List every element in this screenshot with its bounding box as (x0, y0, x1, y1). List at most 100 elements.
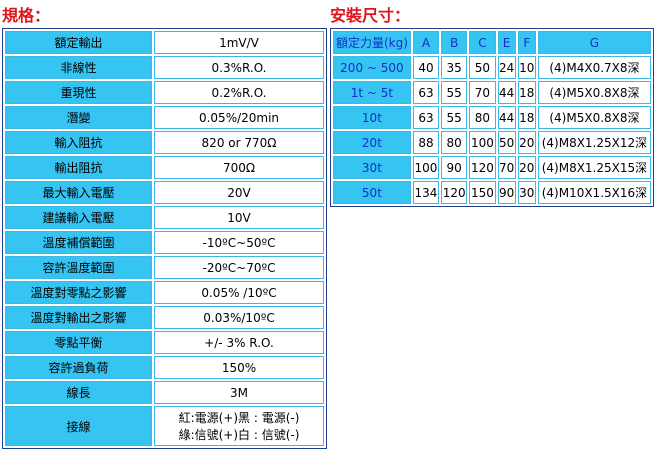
spec-row: 重現性 0.2%R.O. (5, 81, 324, 104)
spec-value: -10ºC~50ºC (154, 231, 324, 254)
size-row: 10t 63 55 80 44 18 (4)M5X0.8X8深 (333, 106, 651, 129)
spec-label: 溫度對輸出之影響 (5, 306, 152, 329)
size-cell: 50 (497, 131, 516, 154)
size-cell: 63 (412, 106, 440, 129)
size-cell: 134 (412, 181, 440, 204)
spec-row: 溫度補償範圍 -10ºC~50ºC (5, 231, 324, 254)
size-cell: 90 (441, 156, 468, 179)
spec-table: 額定輸出 1mV/V 非線性 0.3%R.O. 重現性 0.2%R.O. 潛變 0.05%/2… (2, 28, 327, 449)
size-cell: (4)M8X1.25X12深 (537, 131, 651, 154)
spec-label: 溫度補償範圍 (5, 231, 152, 254)
size-cell: 40 (412, 56, 440, 79)
size-cell: 120 (441, 181, 468, 204)
size-title: 安裝尺寸： (330, 6, 411, 25)
spec-value: 0.05%/20min (154, 106, 324, 129)
capacity-cell: 1t ~ 5t (333, 81, 411, 104)
spec-row: 溫度對零點之影響 0.05% /10ºC (5, 281, 324, 304)
size-cell: 55 (441, 81, 468, 104)
spec-label: 容許過負荷 (5, 356, 152, 379)
spec-value: 820 or 770Ω (154, 131, 324, 154)
spec-row: 溫度對輸出之影響 0.03%/10ºC (5, 306, 324, 329)
spec-row: 額定輸出 1mV/V (5, 31, 324, 54)
size-cell: 100 (412, 156, 440, 179)
size-cell: 18 (517, 81, 536, 104)
spec-label: 重現性 (5, 81, 152, 104)
spec-value: 10V (154, 206, 324, 229)
size-cell: 30 (517, 181, 536, 204)
spec-label: 接線 (5, 406, 152, 446)
spec-row: 最大輸入電壓 20V (5, 181, 324, 204)
header-cell: F (517, 31, 536, 54)
size-row: 30t 100 90 120 70 20 (4)M8X1.25X15深 (333, 156, 651, 179)
size-cell: 44 (497, 106, 516, 129)
size-cell: (4)M5X0.8X8深 (537, 106, 651, 129)
capacity-cell: 20t (333, 131, 411, 154)
header-row: 額定力量(kg) A B C E F G (333, 31, 651, 54)
spec-label: 輸出阻抗 (5, 156, 152, 179)
size-cell: 20 (517, 156, 536, 179)
size-cell: 70 (469, 81, 496, 104)
spec-row: 接線 紅:電源(+)黑 : 電源(-) 綠:信號(+)白 : 信號(-) (5, 406, 324, 446)
size-cell: 10 (517, 56, 536, 79)
spec-value: 3M (154, 381, 324, 404)
spec-label: 溫度對零點之影響 (5, 281, 152, 304)
size-cell: (4)M10X1.5X16深 (537, 181, 651, 204)
spec-label: 零點平衡 (5, 331, 152, 354)
spec-value: 0.05% /10ºC (154, 281, 324, 304)
size-cell: 35 (441, 56, 468, 79)
size-cell: 80 (469, 106, 496, 129)
spec-label: 容許溫度範圍 (5, 256, 152, 279)
size-cell: 70 (497, 156, 516, 179)
spec-label: 輸入阻抗 (5, 131, 152, 154)
header-cell: B (441, 31, 468, 54)
spec-value: 700Ω (154, 156, 324, 179)
spec-value: +/- 3% R.O. (154, 331, 324, 354)
size-row: 1t ~ 5t 63 55 70 44 18 (4)M5X0.8X8深 (333, 81, 651, 104)
size-cell: 120 (469, 156, 496, 179)
spec-row: 建議輸入電壓 10V (5, 206, 324, 229)
header-cell: A (412, 31, 440, 54)
spec-label: 額定輸出 (5, 31, 152, 54)
spec-value: 20V (154, 181, 324, 204)
size-table: 額定力量(kg) A B C E F G 200 ~ 500 40 35 50 24 10 (4)M4X0… (330, 28, 654, 207)
spec-label: 建議輸入電壓 (5, 206, 152, 229)
capacity-cell: 30t (333, 156, 411, 179)
spec-row: 非線性 0.3%R.O. (5, 56, 324, 79)
header-cell: E (497, 31, 516, 54)
size-cell: 55 (441, 106, 468, 129)
size-cell: 80 (441, 131, 468, 154)
size-cell: 24 (497, 56, 516, 79)
capacity-cell: 50t (333, 181, 411, 204)
size-cell: 63 (412, 81, 440, 104)
header-cell: 額定力量(kg) (333, 31, 411, 54)
size-cell: (4)M4X0.7X8深 (537, 56, 651, 79)
size-cell: 150 (469, 181, 496, 204)
size-cell: (4)M5X0.8X8深 (537, 81, 651, 104)
spec-row: 輸入阻抗 820 or 770Ω (5, 131, 324, 154)
spec-row: 零點平衡 +/- 3% R.O. (5, 331, 324, 354)
spec-row: 容許過負荷 150% (5, 356, 324, 379)
size-cell: 50 (469, 56, 496, 79)
spec-label: 潛變 (5, 106, 152, 129)
spec-title: 規格： (2, 6, 51, 25)
spec-row: 容許溫度範圍 -20ºC~70ºC (5, 256, 324, 279)
size-cell: 88 (412, 131, 440, 154)
spec-value: 0.3%R.O. (154, 56, 324, 79)
header-cell: G (537, 31, 651, 54)
spec-label: 線長 (5, 381, 152, 404)
size-row: 20t 88 80 100 50 20 (4)M8X1.25X12深 (333, 131, 651, 154)
spec-row: 潛變 0.05%/20min (5, 106, 324, 129)
size-cell: 100 (469, 131, 496, 154)
spec-label: 最大輸入電壓 (5, 181, 152, 204)
size-cell: 90 (497, 181, 516, 204)
spec-value: -20ºC~70ºC (154, 256, 324, 279)
size-cell: 20 (517, 131, 536, 154)
spec-row: 線長 3M (5, 381, 324, 404)
size-row: 50t 134 120 150 90 30 (4)M10X1.5X16深 (333, 181, 651, 204)
spec-value: 150% (154, 356, 324, 379)
size-cell: (4)M8X1.25X15深 (537, 156, 651, 179)
size-cell: 18 (517, 106, 536, 129)
size-cell: 44 (497, 81, 516, 104)
